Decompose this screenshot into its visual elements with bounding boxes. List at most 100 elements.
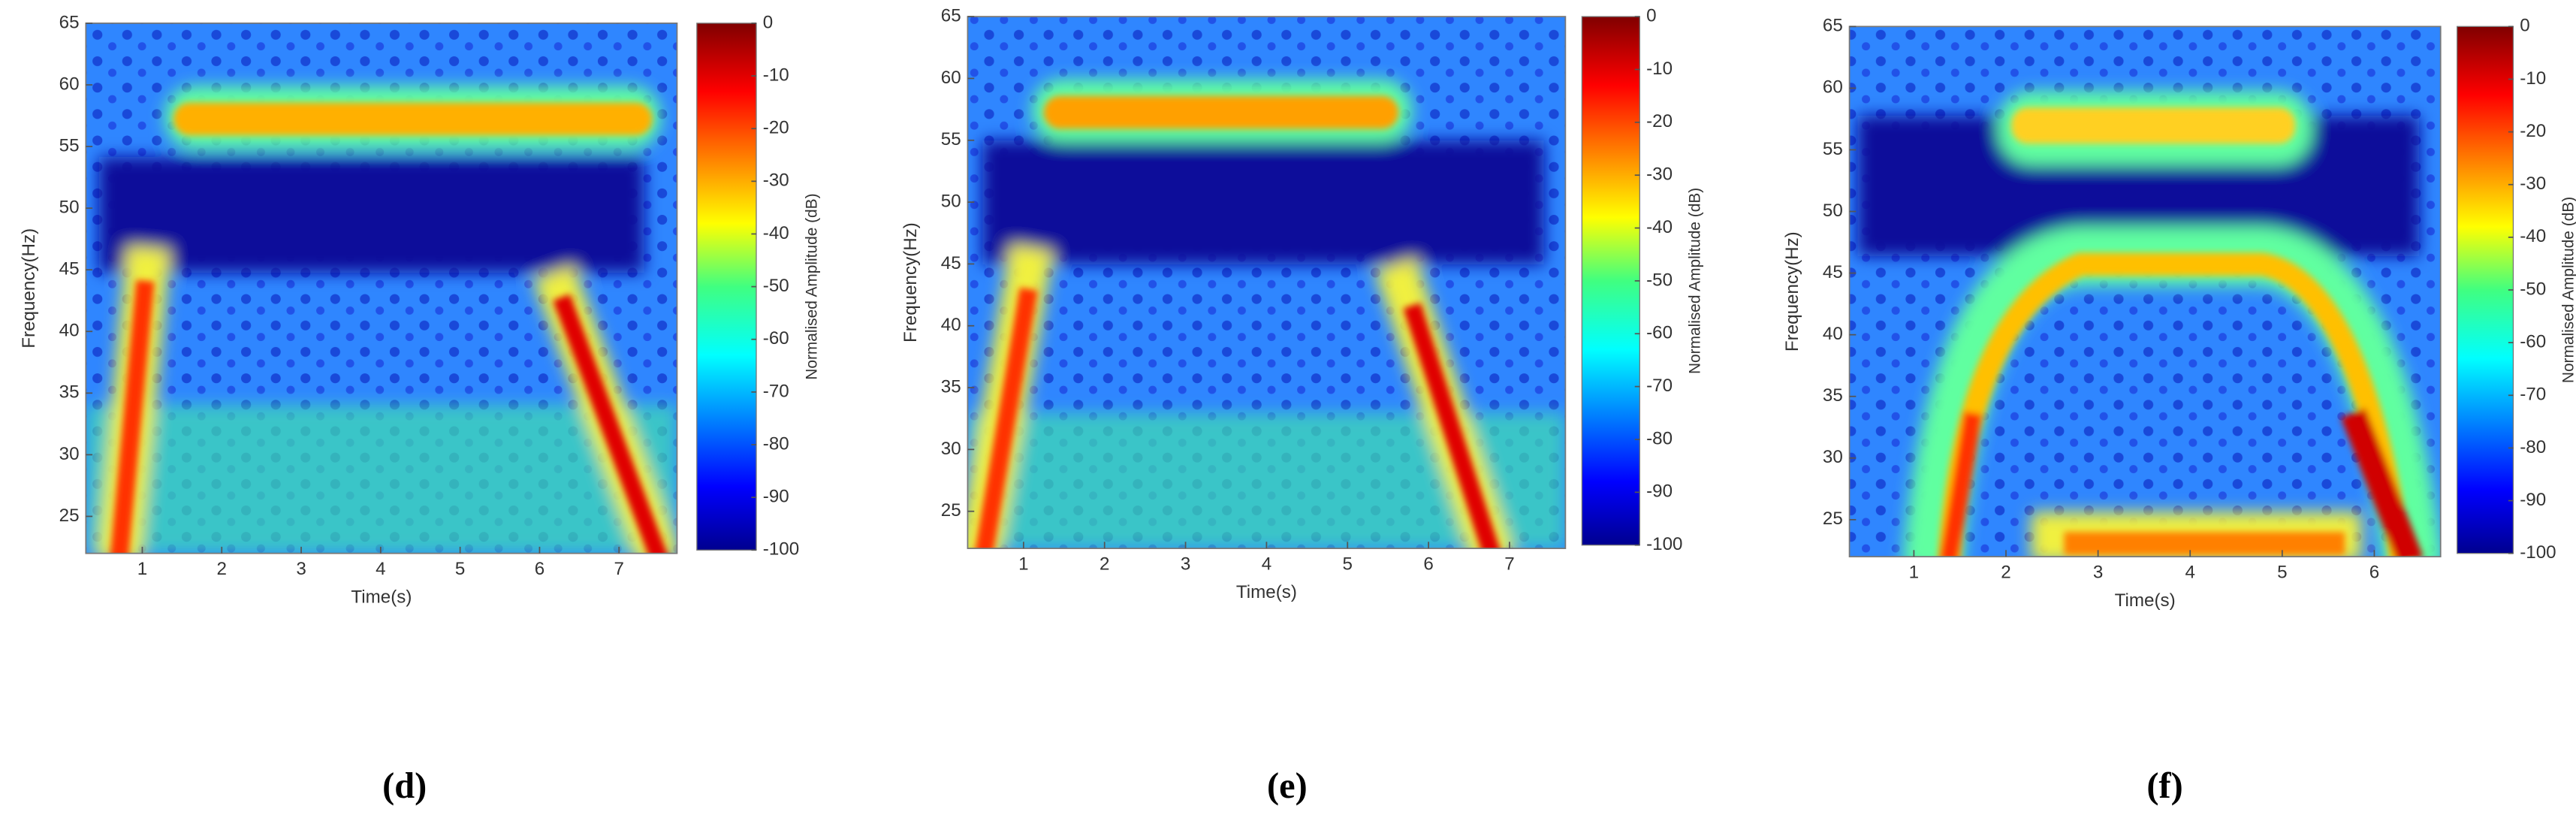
x-axis-label: Time(s) (1236, 582, 1297, 602)
y-tick-label: 60 (941, 68, 961, 88)
colorbar-tick-label: -70 (1646, 376, 1673, 396)
x-tick-label: 1 (1018, 554, 1028, 574)
colorbar-tick-label: -20 (2520, 121, 2546, 141)
y-axis-label: Frequency(Hz) (1782, 231, 1802, 352)
colorbar-label: Normalised Amplitude (dB) (803, 193, 820, 379)
y-tick-label: 55 (59, 135, 80, 155)
colorbar-tick-label: -80 (1646, 428, 1673, 448)
colorbar-tick-label: -70 (2520, 385, 2546, 405)
y-tick-label: 30 (941, 439, 961, 459)
y-tick-label: 45 (1823, 262, 1843, 282)
colorbar-tick-label: -90 (1646, 481, 1673, 502)
y-tick-label: 50 (59, 197, 80, 217)
colorbar-tick-label: -40 (2520, 226, 2546, 246)
x-tick-label: 6 (535, 559, 544, 579)
y-tick-label: 40 (941, 315, 961, 335)
x-tick-label: 6 (2369, 562, 2379, 582)
x-tick-label: 6 (1423, 554, 1433, 574)
x-tick-label: 2 (1099, 554, 1109, 574)
colorbar-tick-label: -60 (763, 328, 789, 349)
y-tick-label: 60 (59, 74, 80, 94)
y-axis-label: Frequency(Hz) (900, 222, 921, 343)
y-tick-label: 65 (1823, 16, 1843, 36)
colorbar-tick-label: -50 (2520, 279, 2546, 299)
colorbar-tick-label: 0 (2520, 16, 2529, 36)
heatmap-image (967, 17, 1566, 549)
colorbar-tick-label: -100 (2520, 542, 2556, 563)
colorbar-tick-label: 0 (1646, 5, 1656, 26)
plot-frame (1848, 26, 2442, 557)
y-tick-label: 60 (1823, 77, 1843, 98)
colorbar (696, 23, 757, 551)
y-axis-label: Frequency(Hz) (19, 228, 39, 349)
colorbar-tick-label: -40 (763, 223, 789, 243)
colorbar-tick-label: -50 (763, 276, 789, 296)
x-tick-label: 1 (137, 559, 147, 579)
colorbar-tick-label: -10 (2520, 68, 2546, 89)
x-tick-label: 7 (1504, 554, 1514, 574)
x-tick-label: 5 (455, 559, 465, 579)
x-tick-label: 5 (2277, 562, 2287, 582)
y-tick-label: 65 (941, 5, 961, 26)
caption: (f) (2146, 766, 2182, 806)
x-tick-label: 3 (2093, 562, 2103, 582)
colorbar (2457, 26, 2514, 554)
colorbar-tick-label: -90 (763, 487, 789, 507)
colorbar-tick-label: -30 (763, 171, 789, 191)
y-tick-label: 25 (1823, 509, 1843, 529)
colorbar-label: Normalised Amplitude (dB) (1687, 188, 1704, 374)
x-tick-label: 1 (1909, 562, 1919, 582)
colorbar-tick-label: -90 (2520, 490, 2546, 510)
y-tick-label: 50 (1823, 201, 1843, 221)
y-tick-label: 45 (59, 259, 80, 279)
colorbar-label: Normalised Amplitude (dB) (2560, 197, 2576, 383)
y-tick-label: 30 (1823, 447, 1843, 467)
y-tick-label: 55 (1823, 139, 1843, 159)
colorbar-tick-label: -30 (1646, 165, 1673, 185)
y-tick-label: 65 (59, 12, 80, 32)
x-tick-label: 2 (2001, 562, 2010, 582)
y-tick-label: 40 (1823, 324, 1843, 344)
y-tick-label: 35 (941, 376, 961, 397)
colorbar-tick-label: -60 (2520, 332, 2546, 352)
y-tick-label: 35 (1823, 385, 1843, 406)
x-tick-label: 5 (1343, 554, 1353, 574)
x-tick-label: 7 (614, 559, 624, 579)
y-tick-label: 30 (59, 444, 80, 464)
x-tick-label: 4 (2185, 562, 2194, 582)
caption: (e) (1267, 766, 1308, 806)
colorbar-tick-label: -80 (2520, 437, 2546, 457)
x-tick-label: 4 (376, 559, 385, 579)
colorbar-tick-label: 0 (763, 12, 773, 32)
y-tick-label: 35 (59, 382, 80, 403)
y-tick-label: 50 (941, 191, 961, 211)
x-axis-label: Time(s) (351, 587, 412, 607)
plot-frame (85, 23, 678, 554)
y-tick-label: 45 (941, 253, 961, 273)
y-tick-label: 55 (941, 129, 961, 149)
colorbar-tick-label: -20 (1646, 111, 1673, 131)
y-tick-label: 25 (59, 506, 80, 526)
colorbar-tick-label: -30 (2520, 174, 2546, 194)
x-tick-label: 3 (296, 559, 306, 579)
colorbar-tick-label: -50 (1646, 270, 1673, 290)
x-axis-label: Time(s) (2115, 590, 2176, 611)
colorbar-tick-label: -80 (763, 433, 789, 454)
colorbar-tick-label: -70 (763, 381, 789, 401)
colorbar-tick-label: -100 (1646, 534, 1682, 554)
colorbar-tick-label: -10 (1646, 59, 1673, 79)
x-tick-label: 2 (217, 559, 227, 579)
colorbar-tick-label: -60 (1646, 323, 1673, 343)
y-tick-label: 25 (941, 500, 961, 521)
colorbar (1581, 16, 1640, 546)
y-tick-label: 40 (59, 321, 80, 341)
colorbar-tick-label: -20 (763, 118, 789, 138)
caption: (d) (382, 766, 427, 806)
x-tick-label: 3 (1181, 554, 1190, 574)
x-tick-label: 4 (1262, 554, 1271, 574)
colorbar-tick-label: -10 (763, 65, 789, 85)
colorbar-tick-label: -100 (763, 539, 799, 560)
colorbar-tick-label: -40 (1646, 217, 1673, 237)
heatmap-image (86, 23, 677, 554)
